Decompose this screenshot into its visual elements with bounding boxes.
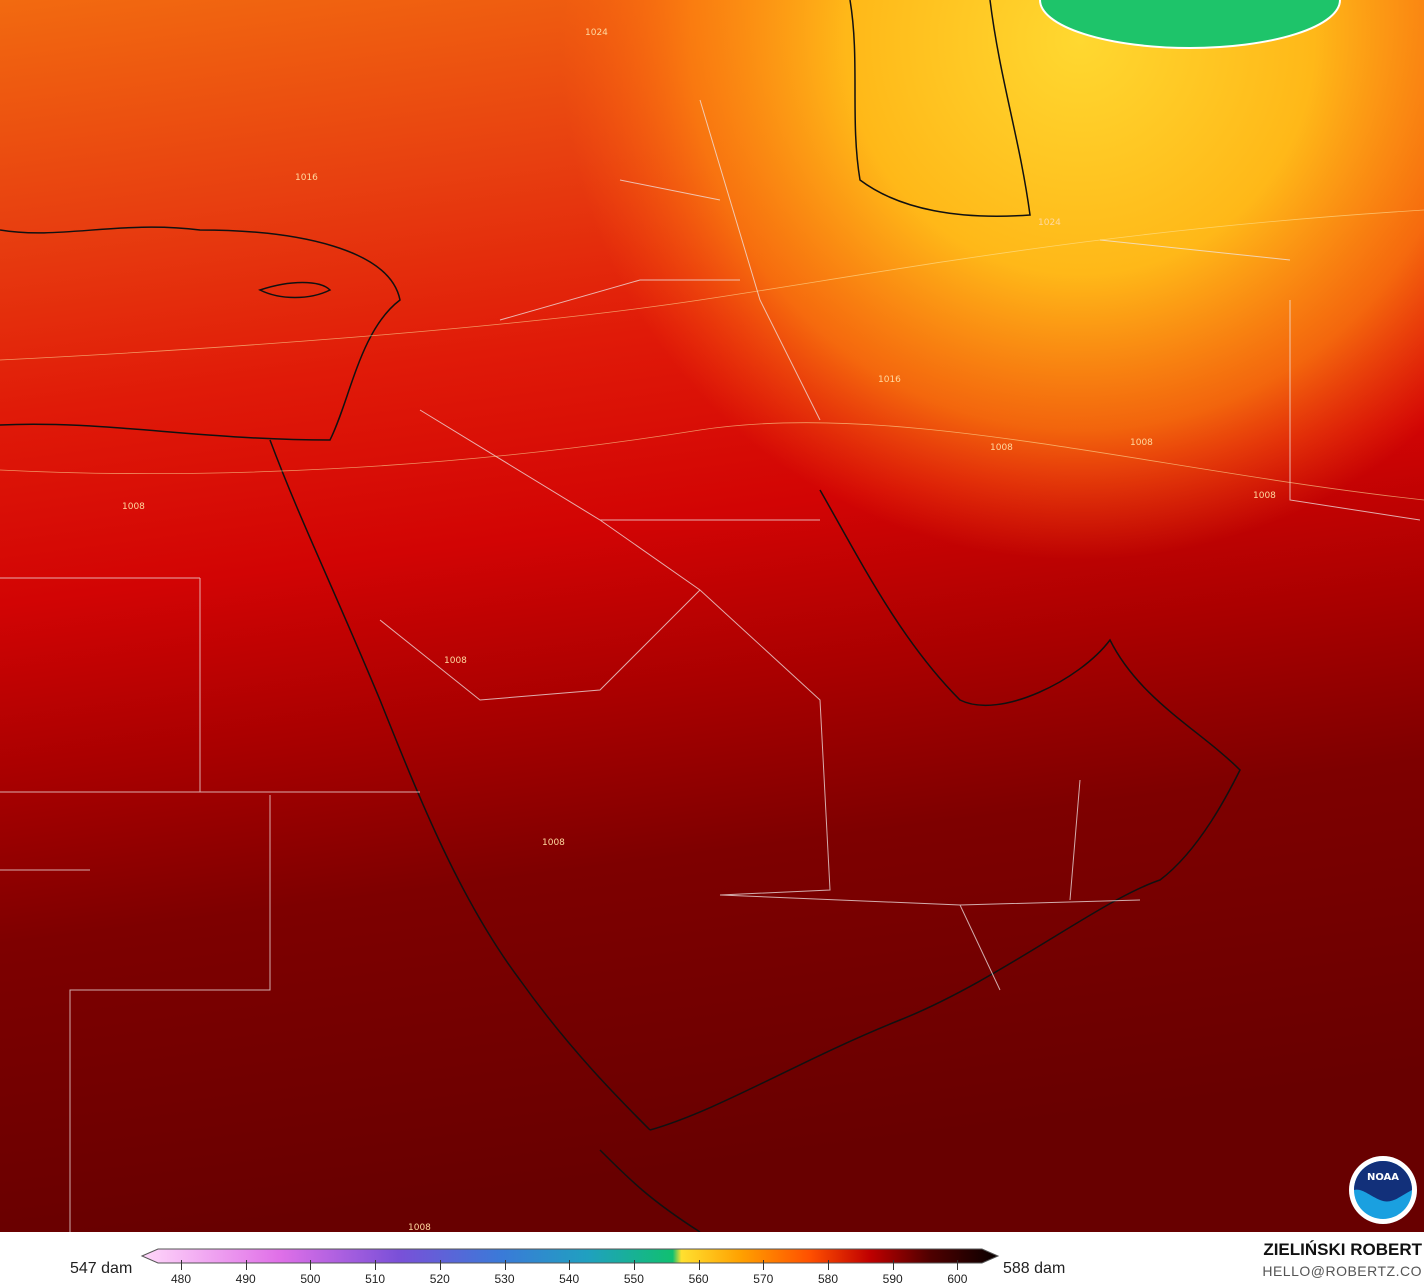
legend-max-label: 588 dam xyxy=(1003,1260,1066,1277)
colorbar-tick-label: 530 xyxy=(494,1272,515,1286)
isobar-label: 1016 xyxy=(878,375,901,385)
colorbar xyxy=(140,1248,1000,1264)
high-height-region xyxy=(0,0,1424,1232)
isobar-label: 1008 xyxy=(408,1223,431,1232)
isobar-label: 1024 xyxy=(1038,218,1061,228)
author-name: ZIELIŃSKI ROBERT xyxy=(1263,1240,1422,1259)
geopotential-height-map: 1024 1024 1016 1016 1008 1008 1008 1008 … xyxy=(0,0,1424,1232)
colorbar-tick-label: 580 xyxy=(817,1272,839,1286)
colorbar-tick-label: 510 xyxy=(365,1272,386,1286)
colorbar-tick-mark xyxy=(828,1260,829,1270)
green-low-region xyxy=(1039,0,1341,49)
isobar-labels: 1024 1024 1016 1016 1008 1008 1008 1008 … xyxy=(122,28,1276,1232)
colorbar-tick-mark xyxy=(375,1260,377,1270)
isobar-label: 1008 xyxy=(1130,438,1153,448)
legend-min-label: 547 dam xyxy=(70,1260,133,1277)
author-email: HELLO@ROBERTZ.CO xyxy=(1262,1263,1422,1279)
colorbar-tick-label: 490 xyxy=(235,1272,256,1286)
colorbar-tick-label: 520 xyxy=(429,1272,450,1286)
colorbar-tick-mark xyxy=(439,1260,441,1270)
colorbar-tick-label: 590 xyxy=(882,1272,903,1286)
isobar-label: 1008 xyxy=(542,838,565,848)
coastlines xyxy=(0,0,1241,1232)
noaa-logo: NOAA xyxy=(1349,1156,1417,1224)
colorbar-tick-mark xyxy=(957,1260,959,1270)
colorbar-tick-label: 500 xyxy=(300,1272,321,1286)
color-legend: 547 dam 480 490 500 510 520 530 540 550 560 570 58… xyxy=(0,1232,1424,1287)
borders xyxy=(0,99,1421,1232)
colorbar-tick-mark xyxy=(569,1260,571,1270)
colorbar-tick-mark xyxy=(245,1260,247,1270)
isobars xyxy=(0,209,1424,501)
colorbar-tick-label: 560 xyxy=(688,1272,709,1286)
colorbar-tick-mark xyxy=(633,1260,635,1270)
colorbar-tick-mark xyxy=(504,1260,506,1270)
isobar-label: 1008 xyxy=(990,443,1013,453)
isobar-label: 1008 xyxy=(1253,491,1276,501)
isobar-label: 1008 xyxy=(444,656,467,666)
colorbar-tick-label: 570 xyxy=(753,1272,774,1286)
colorbar-tick-label: 540 xyxy=(559,1272,580,1286)
isobar-label: 1016 xyxy=(295,173,318,183)
colorbar-tick-label: 600 xyxy=(947,1272,968,1286)
isobar-label: 1024 xyxy=(585,28,608,38)
colorbar-tick-mark xyxy=(698,1260,700,1270)
colorbar-tick-mark xyxy=(310,1260,312,1270)
isobar-label: 1008 xyxy=(122,502,145,512)
colorbar-tick-mark xyxy=(892,1260,894,1270)
colorbar-tick-label: 480 xyxy=(170,1272,192,1286)
colorbar-tick-mark xyxy=(763,1260,765,1270)
svg-text:NOAA: NOAA xyxy=(1367,1172,1399,1183)
colorbar-tick-label: 550 xyxy=(623,1272,644,1286)
colorbar-tick-mark xyxy=(181,1260,182,1270)
